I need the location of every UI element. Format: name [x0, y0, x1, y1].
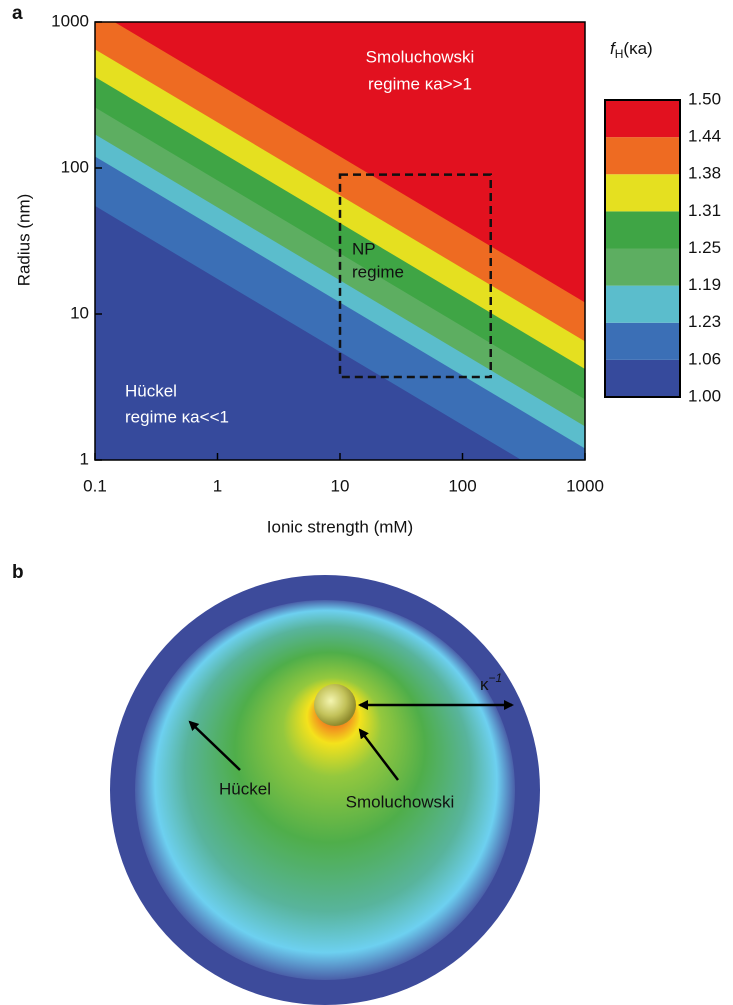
kappa: κ — [480, 675, 489, 694]
x-tick-label: 0.1 — [83, 476, 107, 495]
colorbar-segment — [605, 137, 680, 175]
panel-label: b — [12, 562, 24, 583]
np-regime-box — [338, 173, 492, 379]
y-tick-label: 100 — [61, 157, 89, 176]
annotation: regime κa>>1 — [368, 74, 472, 93]
y-tick-label: 10 — [70, 303, 89, 322]
diagram-label: Smoluchowski — [346, 792, 455, 811]
colorbar-segment — [605, 322, 680, 360]
y-axis-label: Radius (nm) — [14, 194, 33, 287]
x-tick-label: 10 — [331, 476, 350, 495]
colorbar-segment — [605, 359, 680, 397]
annotation: NP — [352, 239, 376, 258]
colorbar-label: 1.31 — [688, 201, 721, 220]
double-layer — [135, 600, 515, 980]
x-tick-label: 1 — [213, 476, 222, 495]
colorbar-segment — [605, 174, 680, 212]
diagram: Hückel Smoluchowski κ−1 — [110, 575, 540, 1005]
colorbar-segment — [605, 211, 680, 249]
x-axis-label: Ionic strength (mM) — [267, 517, 413, 536]
colorbar-title-sub: H — [615, 47, 624, 61]
colorbar-label: 1.06 — [688, 349, 721, 368]
colorbar-segment — [605, 100, 680, 138]
colorbar-label: 1.00 — [688, 386, 721, 405]
diagram-label: κ−1 — [480, 671, 502, 694]
colorbar-label: 1.50 — [688, 89, 721, 108]
panel-label: a — [12, 3, 23, 24]
y-tick-label: 1000 — [51, 11, 89, 30]
colorbar-label: 1.25 — [688, 238, 721, 257]
annotation: Hückel — [125, 381, 177, 400]
colorbar-segment — [605, 285, 680, 323]
x-tick-label: 100 — [448, 476, 476, 495]
colorbar-title-rest: (κa) — [623, 39, 652, 58]
colorbar-frame — [604, 99, 681, 398]
y-tick-label: 1 — [80, 449, 89, 468]
arrow — [358, 728, 399, 781]
colorbar-title-italic: f — [610, 39, 617, 58]
arrow — [188, 720, 241, 771]
annotation: regime κa<<1 — [125, 407, 229, 426]
diagram-label: Hückel — [219, 779, 271, 798]
colorbar-title: fH(κa) — [610, 39, 653, 61]
kappa-exponent: −1 — [489, 671, 503, 685]
x-tick-label: 1000 — [566, 476, 604, 495]
colorbar-label: 1.38 — [688, 164, 721, 183]
contour-band — [114, 22, 585, 303]
colorbar-segment — [605, 248, 680, 286]
annotation: regime — [352, 262, 404, 281]
colorbar-label: 1.23 — [688, 312, 721, 331]
colorbar-label: 1.44 — [688, 127, 721, 146]
colorbar-label: 1.19 — [688, 275, 721, 294]
particle-core — [314, 684, 356, 726]
annotation: Smoluchowski — [366, 47, 475, 66]
